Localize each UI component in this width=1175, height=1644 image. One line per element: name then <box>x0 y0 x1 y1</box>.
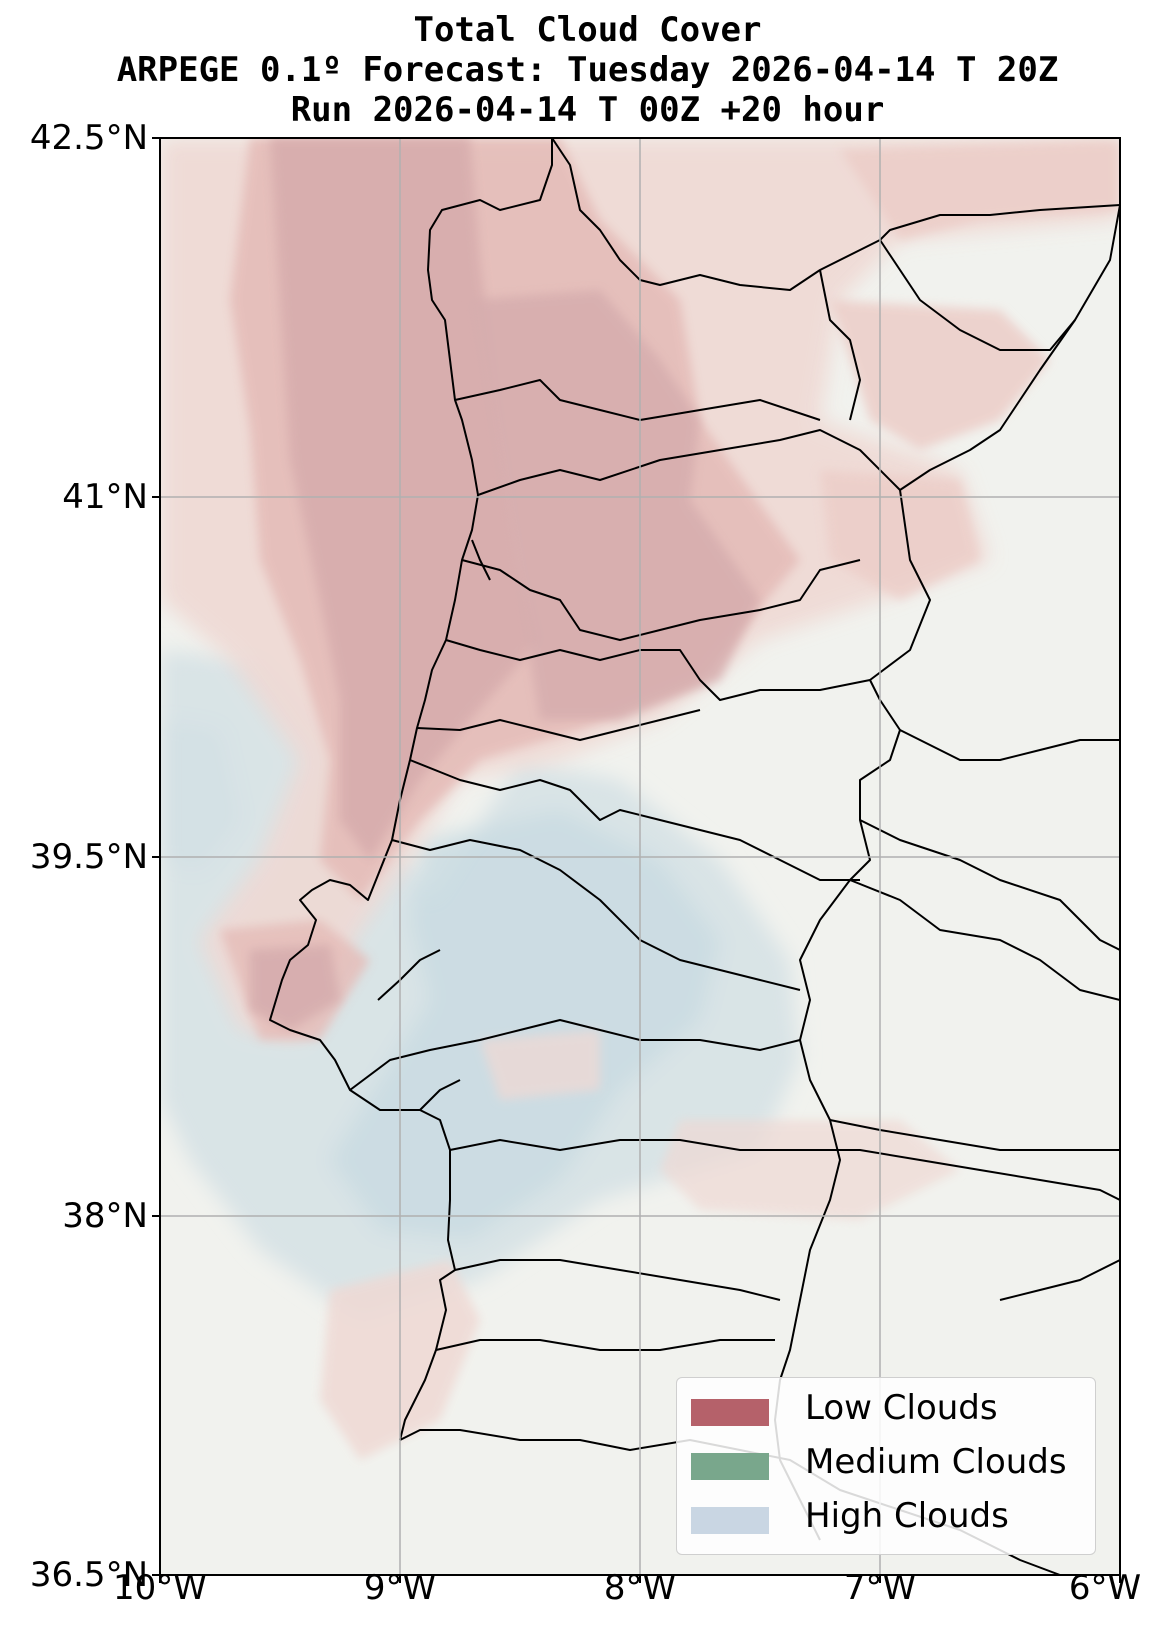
spain-east-a <box>899 729 1120 761</box>
legend-label-low-clouds: Low Clouds <box>805 1388 998 1428</box>
coastline-borders <box>269 138 1120 1575</box>
spain-east-b <box>859 819 1120 951</box>
district-f <box>409 759 860 881</box>
district-d <box>445 639 871 701</box>
spain-east-c <box>849 879 1120 1001</box>
tagus-estuary <box>377 949 441 1001</box>
map-title: Total Cloud Cover <box>413 10 762 50</box>
sado-estuary <box>419 1079 461 1111</box>
low-clouds-swatch <box>691 1399 769 1426</box>
lon-label-9w: 9°W <box>363 1568 437 1608</box>
coastline <box>269 138 553 1441</box>
legend-label-high-clouds: High Clouds <box>805 1496 1009 1536</box>
lon-label-6w: 6°W <box>1068 1568 1142 1608</box>
lat-label-39.5: 39.5°N <box>29 837 148 877</box>
district-j <box>454 1259 781 1301</box>
district-a <box>454 379 821 421</box>
legend: Low Clouds Medium Clouds High Clouds <box>676 1377 1096 1555</box>
lon-label-7w: 7°W <box>843 1568 917 1608</box>
gridlines <box>160 138 1120 1575</box>
district-i <box>449 1139 1120 1201</box>
district-g <box>391 839 801 991</box>
spain-east-e <box>879 239 1076 351</box>
lat-label-41: 41°N <box>62 477 148 517</box>
aveiro-lagoon <box>471 539 491 581</box>
medium-clouds-swatch <box>691 1453 769 1480</box>
spain-south <box>999 1259 1120 1301</box>
lon-label-10w: 10°W <box>113 1568 207 1608</box>
spain-east-f <box>819 269 861 421</box>
east-border <box>774 204 1120 1541</box>
high-clouds-swatch <box>691 1507 769 1534</box>
lat-label-38: 38°N <box>62 1196 148 1236</box>
spain-east-d <box>829 1119 1120 1151</box>
district-e <box>416 709 701 741</box>
legend-label-medium-clouds: Medium Clouds <box>805 1442 1067 1482</box>
forecast-subtitle: ARPEGE 0.1º Forecast: Tuesday 2026-04-14… <box>116 50 1059 90</box>
run-subtitle: Run 2026-04-14 T 00Z +20 hour <box>290 90 885 130</box>
axis-ticks <box>152 137 1121 1583</box>
district-b <box>477 429 901 496</box>
lon-label-8w: 8°W <box>603 1568 677 1608</box>
district-k <box>435 1339 775 1351</box>
lat-label-42.5: 42.5°N <box>29 118 148 158</box>
north-border <box>551 138 1120 291</box>
lat-label-36.5: 36.5°N <box>29 1555 148 1595</box>
district-h <box>349 1019 801 1091</box>
